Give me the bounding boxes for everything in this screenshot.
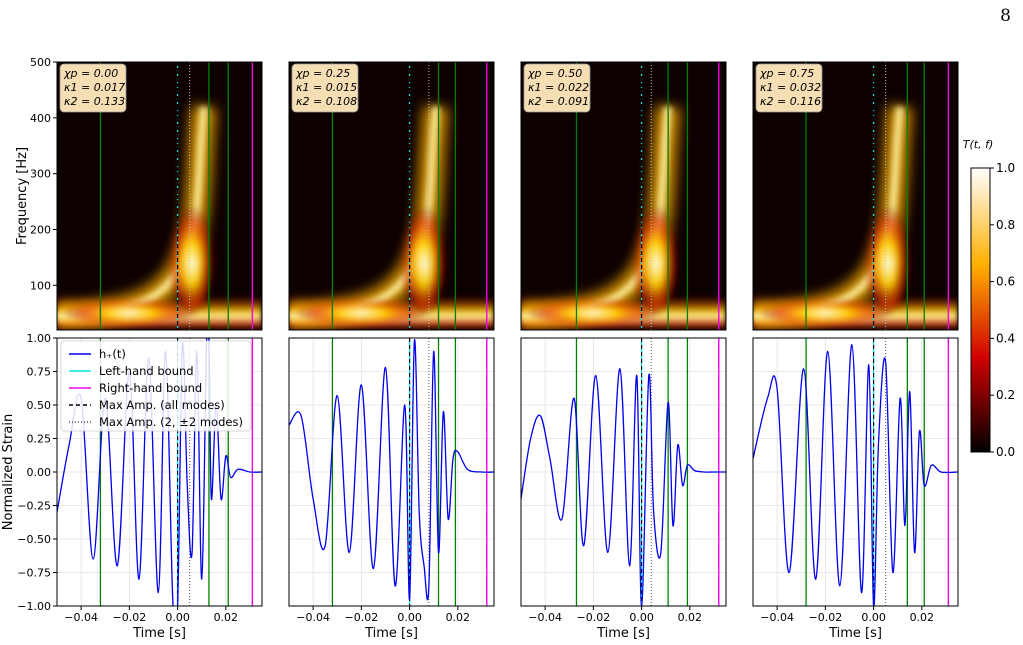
colorbar-tick-label: 1.0 bbox=[996, 161, 1015, 175]
x-axis-label: Time [s] bbox=[828, 626, 882, 641]
info-line: χp = 0.00 bbox=[63, 67, 118, 80]
info-line: κ1 = 0.015 bbox=[296, 81, 357, 94]
colorbar-label: T(t, f) bbox=[963, 138, 993, 151]
info-line: χp = 0.50 bbox=[527, 67, 582, 80]
spectrogram-merger-peak bbox=[400, 191, 449, 312]
spectrogram-inspiral-glow bbox=[523, 296, 664, 325]
x-tick-label: 0.02 bbox=[446, 611, 471, 624]
x-tick-label: 0.00 bbox=[397, 611, 422, 624]
x-tick-label: 0.02 bbox=[214, 611, 239, 624]
y-tick-label: −0.75 bbox=[17, 567, 51, 580]
legend-label-h: h₊(t) bbox=[99, 347, 126, 361]
x-tick-label: −0.04 bbox=[528, 611, 562, 624]
strain-frame bbox=[520, 337, 727, 607]
x-axis-label: Time [s] bbox=[132, 626, 186, 641]
colorbar-tick-label: 0.2 bbox=[996, 388, 1015, 402]
spectrogram-inspiral-glow bbox=[291, 296, 432, 325]
y-tick-label: 0.00 bbox=[27, 466, 52, 479]
y-tick-label: −0.25 bbox=[17, 500, 51, 513]
info-box-bg bbox=[291, 63, 359, 113]
page-number: 8 bbox=[1000, 6, 1011, 26]
x-tick-label: −0.04 bbox=[760, 611, 794, 624]
legend-label-lb: Left-hand bound bbox=[99, 364, 194, 378]
y-tick-label: −0.50 bbox=[17, 533, 51, 546]
spectrogram-inspiral-glow bbox=[59, 296, 200, 325]
waveform-series bbox=[521, 368, 726, 606]
colorbar-gradient bbox=[970, 167, 991, 453]
y-axis-label: Frequency [Hz] bbox=[15, 147, 30, 245]
info-box-bg bbox=[59, 63, 127, 113]
x-tick-label: −0.04 bbox=[296, 611, 330, 624]
y-tick-label: 100 bbox=[30, 279, 51, 292]
legend: h₊(t) Left-hand bound Right-hand bound Max … bbox=[60, 340, 252, 432]
y-tick-label: 400 bbox=[30, 112, 51, 125]
y-tick-label: 0.50 bbox=[27, 399, 52, 412]
colorbar-tick-label: 0.4 bbox=[996, 331, 1015, 345]
x-tick-label: 0.00 bbox=[629, 611, 654, 624]
info-line: χp = 0.75 bbox=[759, 67, 814, 80]
info-line: κ2 = 0.091 bbox=[528, 95, 589, 108]
x-tick-label: −0.02 bbox=[344, 611, 378, 624]
y-tick-label: 300 bbox=[30, 168, 51, 181]
y-tick-label: −1.00 bbox=[17, 600, 51, 613]
x-axis-label: Time [s] bbox=[364, 626, 418, 641]
x-tick-label: 0.00 bbox=[861, 611, 886, 624]
strain-frame bbox=[288, 337, 495, 607]
x-tick-label: 0.02 bbox=[910, 611, 935, 624]
spectrogram-frame bbox=[520, 61, 727, 331]
x-tick-label: 0.02 bbox=[678, 611, 703, 624]
strain-frame bbox=[752, 337, 959, 607]
info-box-bg bbox=[755, 63, 823, 113]
legend-label-rb: Right-hand bound bbox=[99, 381, 202, 395]
spectrogram-merger-peak bbox=[168, 191, 217, 312]
legend-frame bbox=[60, 340, 252, 432]
info-line: κ1 = 0.032 bbox=[760, 81, 821, 94]
x-tick-label: −0.02 bbox=[112, 611, 146, 624]
spectrogram-frame bbox=[752, 61, 959, 331]
colorbar-tick-label: 0.0 bbox=[996, 445, 1015, 459]
spectrogram-merger-peak bbox=[632, 191, 681, 312]
waveform-series bbox=[289, 339, 494, 601]
info-line: κ2 = 0.116 bbox=[760, 95, 821, 108]
spectrogram-merger-peak bbox=[864, 191, 913, 312]
info-line: κ1 = 0.017 bbox=[64, 81, 125, 94]
spectrogram-inspiral-glow bbox=[755, 296, 896, 325]
y-tick-label: 1.00 bbox=[27, 332, 52, 345]
info-line: κ2 = 0.133 bbox=[64, 95, 125, 108]
waveform-series bbox=[753, 344, 958, 606]
x-axis-label: Time [s] bbox=[596, 626, 650, 641]
spectrogram-frame bbox=[56, 61, 263, 331]
x-tick-label: −0.04 bbox=[64, 611, 98, 624]
info-line: κ1 = 0.022 bbox=[528, 81, 589, 94]
x-tick-label: 0.00 bbox=[165, 611, 190, 624]
y-axis-label: Normalized Strain bbox=[1, 414, 16, 530]
legend-label-ma: Max Amp. (all modes) bbox=[99, 398, 225, 412]
info-line: χp = 0.25 bbox=[295, 67, 350, 80]
spectrogram-frame bbox=[288, 61, 495, 331]
legend-label-m22: Max Amp. (2, ±2 modes) bbox=[99, 415, 243, 429]
y-tick-label: 0.25 bbox=[27, 433, 52, 446]
strain-panel-3: −0.04 −0.02 0.00 0.02 Time [s] bbox=[520, 337, 727, 641]
strain-panel-4: −0.04 −0.02 0.00 0.02 Time [s] bbox=[752, 337, 959, 641]
colorbar-tick-label: 0.8 bbox=[996, 218, 1015, 232]
strain-panel-2: −0.04 −0.02 0.00 0.02 Time [s] bbox=[288, 337, 495, 641]
colorbar: 0.0 0.2 0.4 0.6 0.8 1.0T(t, f) bbox=[963, 138, 1015, 459]
info-box-bg bbox=[523, 63, 591, 113]
y-tick-label: 200 bbox=[30, 224, 51, 237]
x-tick-label: −0.02 bbox=[808, 611, 842, 624]
y-tick-label: 0.75 bbox=[27, 366, 52, 379]
x-tick-label: −0.02 bbox=[576, 611, 610, 624]
info-line: κ2 = 0.108 bbox=[296, 95, 357, 108]
colorbar-tick-label: 0.6 bbox=[996, 275, 1015, 289]
y-tick-label: 500 bbox=[30, 56, 51, 69]
